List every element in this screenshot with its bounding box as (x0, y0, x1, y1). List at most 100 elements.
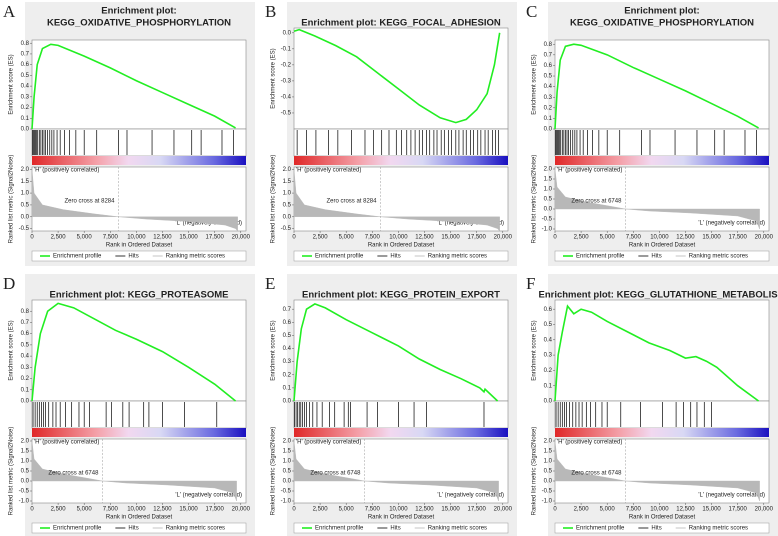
panel-letter: A (3, 2, 16, 21)
x-tick-label: 10,000 (650, 235, 669, 241)
y-tick-label: -0.5 (19, 489, 30, 495)
rank-color-band (294, 428, 508, 437)
y-tick-label: -1.0 (281, 499, 292, 505)
legend-box (31, 522, 247, 534)
legend-box (554, 250, 770, 262)
x-tick-label: 15,000 (179, 235, 198, 241)
neg-label: 'L' (negatively correlated) (175, 493, 242, 499)
y-tick-label: 0.1 (544, 383, 553, 389)
rank-color-band (32, 428, 246, 437)
y-tick-label: 0.3 (544, 353, 553, 359)
plot-area (31, 128, 247, 157)
y-tick-label: 2.0 (544, 167, 553, 173)
y-tick-label: -0.5 (281, 111, 292, 117)
y-tick-label: 0.4 (283, 346, 292, 352)
y-tick-label: 1.5 (544, 177, 553, 183)
y-tick-label: 0.3 (21, 365, 30, 371)
y-tick-label: 0.2 (21, 376, 30, 382)
y-tick-label: -0.4 (281, 95, 292, 101)
x-tick-label: 12,500 (415, 507, 434, 513)
x-tick-label: 7,500 (626, 507, 642, 513)
y-tick-label: 1.5 (283, 449, 292, 455)
y-axis-label: Enrichment score (ES) (532, 54, 538, 114)
y-tick-label: 1.0 (283, 191, 292, 197)
y-tick-label: 1.5 (21, 179, 30, 185)
y-tick-label: 0.6 (544, 63, 553, 69)
y-tick-label: 0.5 (283, 333, 292, 339)
rank-color-band (32, 156, 246, 165)
y-tick-label: 0.5 (544, 197, 553, 203)
legend-label: Ranking metric scores (428, 254, 487, 260)
x-tick-label: 15,000 (702, 235, 721, 241)
y-tick-label: 0.5 (21, 73, 30, 79)
y-tick-label: 0.0 (21, 214, 30, 220)
y-tick-label: 1.0 (544, 459, 553, 465)
y-tick-label: 0.0 (283, 214, 292, 220)
y-axis-label: Ranked list metric (Signal2Noise) (532, 427, 538, 516)
y-tick-label: 0.8 (21, 309, 30, 315)
x-tick-label: 15,000 (702, 507, 721, 513)
zero-cross-label: Zero cross at 6748 (310, 471, 361, 477)
x-tick-label: 20,000 (494, 507, 513, 513)
metric-area (293, 169, 500, 232)
chart-title: KEGG_OXIDATIVE_PHOSPHORYLATION (570, 18, 754, 29)
legend-label: Ranking metric scores (689, 526, 748, 532)
x-tick-label: 15,000 (441, 507, 460, 513)
y-tick-label: 2.0 (283, 167, 292, 173)
es-line (293, 303, 499, 402)
x-tick-label: 5,000 (339, 507, 355, 513)
y-tick-label: -0.2 (281, 62, 292, 68)
y-tick-label: 0.6 (21, 331, 30, 337)
y-tick-label: 1.5 (544, 449, 553, 455)
metric-area (554, 440, 760, 502)
y-tick-label: 0.3 (544, 95, 553, 101)
x-tick-label: 12,500 (153, 507, 172, 513)
y-tick-label: 0.2 (544, 368, 553, 374)
y-tick-label: 0.0 (21, 479, 30, 485)
x-tick-label: 15,000 (179, 507, 198, 513)
x-tick-label: 0 (553, 235, 557, 241)
y-tick-label: 0.5 (21, 203, 30, 209)
plot-area (293, 400, 509, 429)
x-axis-label: Rank in Ordered Dataset (629, 515, 696, 521)
legend-label: Ranking metric scores (166, 254, 225, 260)
x-tick-label: 0 (30, 507, 34, 513)
y-tick-label: -0.5 (19, 226, 30, 232)
zero-cross-label: Zero cross at 6748 (48, 471, 99, 477)
y-tick-label: 0.7 (21, 320, 30, 326)
legend-label: Hits (651, 526, 661, 532)
x-tick-label: 20,000 (494, 235, 513, 241)
y-axis-label: Enrichment score (ES) (9, 54, 15, 114)
plot-area (293, 27, 509, 130)
y-tick-label: 0.7 (21, 52, 30, 58)
panel-letter: F (526, 274, 535, 293)
plot-area (554, 299, 770, 402)
pos-label: 'H' (positively correlated) (296, 440, 361, 446)
plot-area (554, 400, 770, 429)
y-tick-label: 2.0 (21, 167, 30, 173)
plot-area (31, 400, 247, 429)
x-tick-label: 0 (30, 235, 34, 241)
y-tick-label: 0.2 (21, 105, 30, 111)
legend-label: Enrichment profile (576, 254, 625, 260)
neg-label: 'L' (negatively correlated) (698, 493, 765, 499)
chart-title: Enrichment plot: (101, 6, 176, 17)
x-tick-label: 0 (553, 507, 557, 513)
metric-area (554, 168, 760, 230)
y-tick-label: 0.7 (283, 307, 292, 313)
x-tick-label: 20,000 (755, 507, 774, 513)
y-tick-label: 2.0 (544, 439, 553, 445)
x-tick-label: 12,500 (415, 235, 434, 241)
y-tick-label: 0.5 (283, 469, 292, 475)
x-tick-label: 17,500 (729, 235, 748, 241)
y-tick-label: 0.0 (544, 127, 553, 133)
x-axis-label: Rank in Ordered Dataset (629, 243, 696, 249)
metric-area (31, 169, 238, 232)
rank-color-band (555, 156, 769, 165)
plot-area (554, 128, 770, 157)
y-tick-label: 0.7 (544, 52, 553, 58)
x-tick-label: 5,000 (77, 507, 93, 513)
x-tick-label: 0 (292, 507, 296, 513)
plot-area (293, 438, 509, 504)
